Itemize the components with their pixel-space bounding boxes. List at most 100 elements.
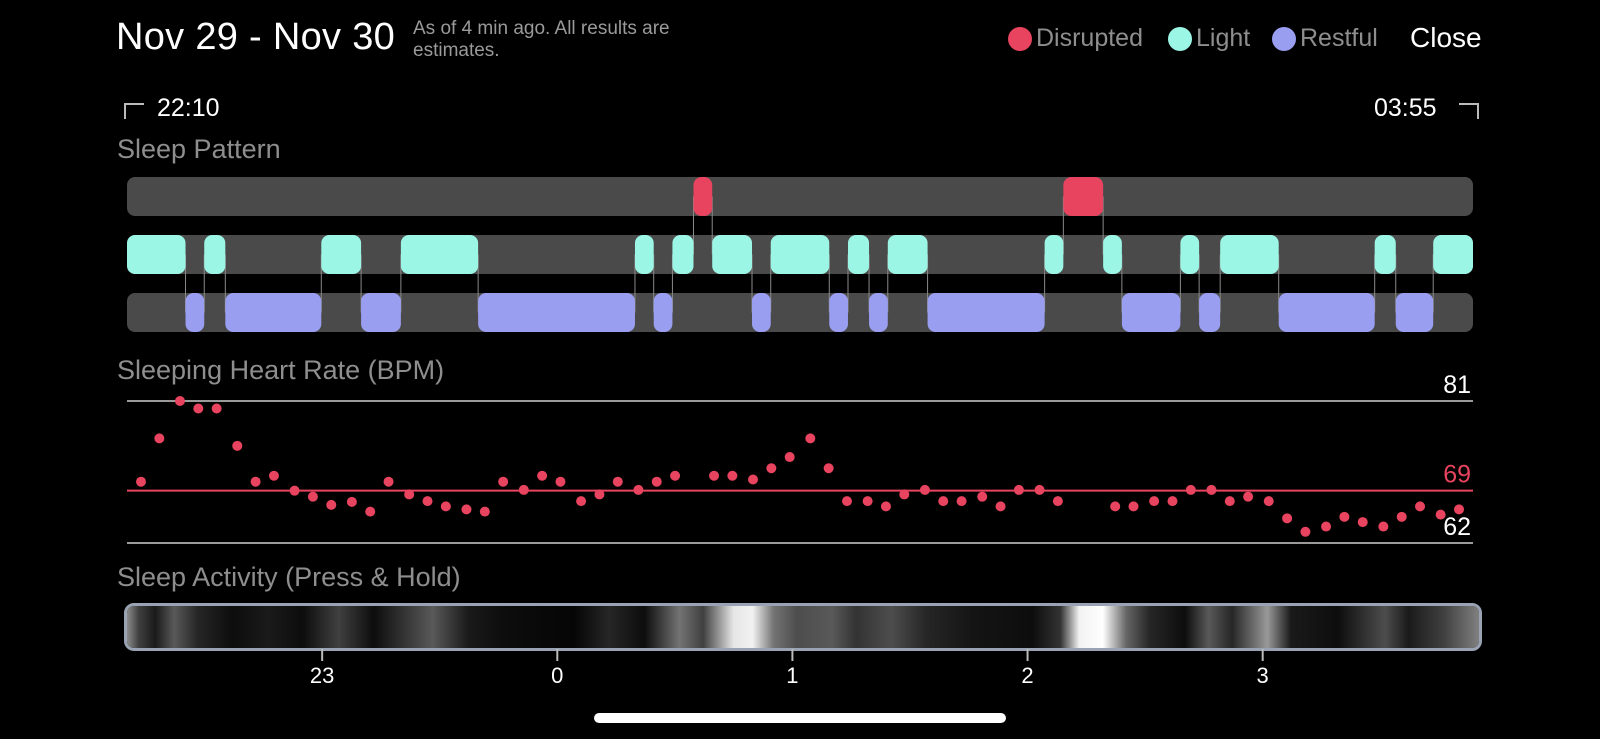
segment-disrupted — [1063, 177, 1104, 216]
start-time: 22:10 — [157, 94, 220, 122]
segment-light — [770, 235, 830, 274]
sleep-activity-bar[interactable] — [124, 603, 1482, 651]
segment-restful — [927, 293, 1045, 332]
hr-point — [518, 484, 529, 495]
segment-light — [1180, 235, 1200, 274]
segment-light — [672, 235, 694, 274]
hr-point — [479, 506, 490, 517]
hr-point — [956, 496, 967, 507]
hr-point — [174, 396, 185, 406]
hr-point — [232, 440, 243, 451]
hr-point — [1435, 509, 1446, 520]
hr-point — [1110, 501, 1121, 512]
hr-point — [594, 489, 605, 500]
hr-point — [977, 491, 988, 502]
segment-restful — [361, 293, 401, 332]
hr-point — [537, 470, 548, 481]
hr-point — [709, 470, 720, 481]
hr-point — [1167, 496, 1178, 507]
legend-label: Restful — [1300, 24, 1378, 52]
hr-point — [326, 499, 337, 510]
hr-point — [383, 476, 394, 487]
segment-restful — [829, 293, 848, 332]
axis-tick-label: 2 — [1021, 663, 1033, 688]
hr-point — [1052, 496, 1063, 507]
axis-tick-label: 23 — [310, 663, 334, 688]
hr-point — [307, 491, 318, 502]
hr-point — [1224, 496, 1235, 507]
segment-disrupted — [693, 177, 713, 216]
segment-light — [1044, 235, 1064, 274]
status-note: As of 4 min ago. All results are estimat… — [413, 18, 670, 61]
end-bracket-icon — [1459, 103, 1479, 119]
segment-restful — [1121, 293, 1181, 332]
segment-light — [1374, 235, 1396, 274]
restful-dot-icon — [1272, 26, 1296, 51]
end-time: 03:55 — [1374, 94, 1437, 122]
hr-reference-label: 62 — [1443, 513, 1471, 541]
legend-item-light: Light — [1168, 24, 1250, 53]
hr-point — [651, 476, 662, 487]
axis-tick-label: 3 — [1257, 663, 1269, 688]
hr-point — [1378, 521, 1389, 532]
legend-item-restful: Restful — [1272, 24, 1378, 53]
segment-restful — [185, 293, 205, 332]
hr-point — [461, 504, 472, 515]
hr-point — [346, 496, 357, 507]
segment-restful — [869, 293, 888, 332]
hr-point — [555, 476, 566, 487]
segment-light — [1433, 235, 1473, 274]
hr-reference-label: 69 — [1443, 461, 1471, 489]
segment-light — [847, 235, 870, 274]
hr-point — [250, 476, 261, 487]
hr-point — [612, 476, 623, 487]
hr-point — [862, 496, 873, 507]
hr-point — [576, 496, 587, 507]
segment-restful — [225, 293, 322, 332]
sleep-pattern-title: Sleep Pattern — [117, 134, 281, 164]
hr-point — [1013, 484, 1024, 495]
hr-point — [1339, 511, 1350, 522]
hr-point — [766, 463, 777, 474]
segment-restful — [1395, 293, 1434, 332]
hr-point — [440, 501, 451, 512]
legend-label: Disrupted — [1036, 24, 1143, 52]
hr-point — [498, 476, 509, 487]
hr-point — [1357, 517, 1368, 528]
hr-point — [404, 489, 415, 500]
page-title: Nov 29 - Nov 30 — [116, 16, 396, 58]
segment-light — [712, 235, 753, 274]
hr-point — [727, 470, 738, 481]
hr-point — [823, 463, 834, 474]
segment-light — [1220, 235, 1279, 274]
hr-point — [136, 476, 146, 487]
hr-point — [899, 489, 910, 500]
segment-light — [634, 235, 654, 274]
heart-rate-title: Sleeping Heart Rate (BPM) — [117, 355, 445, 385]
segment-light — [321, 235, 362, 274]
segment-restful — [1199, 293, 1221, 332]
hr-point — [1034, 484, 1045, 495]
segment-light — [127, 235, 186, 274]
hr-point — [1206, 484, 1217, 495]
legend-item-disrupted: Disrupted — [1008, 24, 1143, 53]
hr-point — [841, 496, 852, 507]
close-button[interactable]: Close — [1410, 22, 1482, 53]
hr-point — [1185, 484, 1196, 495]
home-indicator[interactable] — [594, 713, 1006, 723]
hr-point — [268, 470, 279, 481]
hr-reference-label: 81 — [1443, 371, 1471, 399]
segment-restful — [752, 293, 771, 332]
hr-point — [633, 484, 644, 495]
hr-point — [1321, 521, 1332, 532]
activity-heatmap — [127, 606, 1479, 648]
hr-point — [1128, 501, 1139, 512]
hr-point — [784, 452, 795, 463]
hr-point — [289, 485, 300, 496]
hr-point — [938, 496, 949, 507]
hr-point — [1282, 513, 1293, 524]
hr-point — [154, 433, 165, 444]
axis-tick-label: 1 — [786, 663, 798, 688]
segment-restful — [1278, 293, 1375, 332]
